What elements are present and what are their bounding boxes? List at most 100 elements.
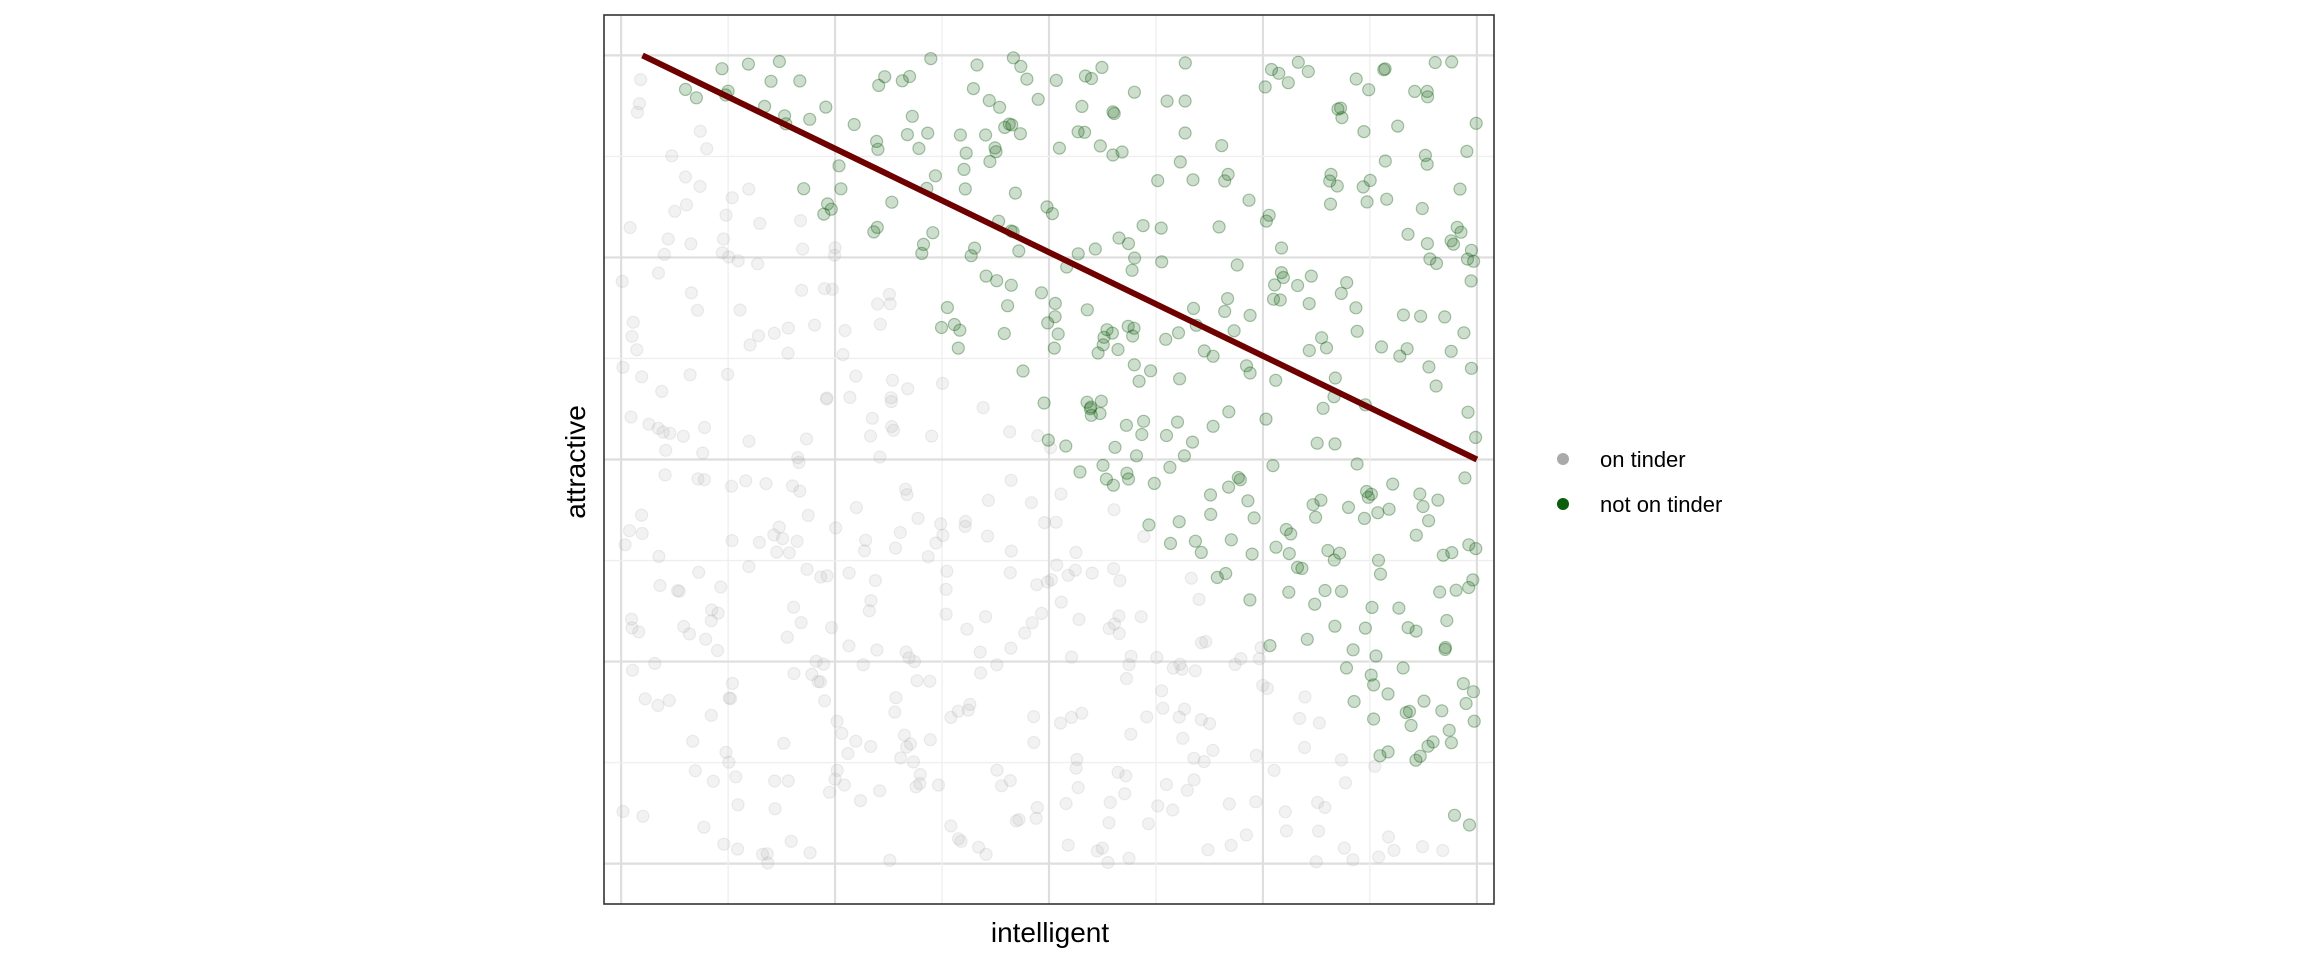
point-not-on-tinder (1464, 361, 1479, 375)
point-not-on-tinder (1051, 327, 1065, 341)
legend-key-not-on-tinder (1557, 498, 1569, 510)
point-on-tinder (780, 630, 794, 644)
point-not-on-tinder (1220, 292, 1235, 306)
point-not-on-tinder (1446, 237, 1461, 251)
point-on-tinder (944, 819, 958, 833)
point-not-on-tinder (1127, 85, 1142, 99)
point-on-tinder (653, 578, 667, 593)
point-on-tinder (1040, 575, 1055, 589)
point-on-tinder (954, 834, 968, 848)
point-not-on-tinder (1357, 125, 1371, 139)
point-on-tinder (634, 508, 649, 522)
point-not-on-tinder (847, 117, 861, 132)
point-on-tinder (865, 411, 880, 425)
point-not-on-tinder (1172, 372, 1187, 386)
point-not-on-tinder (1269, 373, 1283, 387)
point-on-tinder (655, 384, 669, 398)
point-not-on-tinder (990, 274, 1004, 288)
point-on-tinder (1150, 650, 1164, 665)
point-on-tinder (934, 517, 948, 531)
point-on-tinder (1184, 571, 1198, 585)
point-on-tinder (1234, 651, 1248, 666)
point-on-tinder (829, 521, 843, 535)
point-on-tinder (849, 734, 863, 748)
point-on-tinder (1318, 800, 1332, 815)
point-on-tinder (936, 528, 950, 543)
point-on-tinder (1106, 561, 1121, 576)
points-not-on-tinder (678, 51, 1483, 832)
point-on-tinder (820, 391, 834, 405)
point-not-on-tinder (1330, 179, 1344, 193)
point-not-on-tinder (1108, 440, 1122, 454)
point-not-on-tinder (1013, 127, 1028, 141)
point-not-on-tinder (1094, 394, 1108, 408)
point-on-tinder (1312, 716, 1327, 730)
point-on-tinder (1256, 678, 1270, 693)
point-on-tinder (835, 726, 849, 741)
point-on-tinder (1070, 752, 1084, 767)
point-not-on-tinder (1186, 173, 1200, 187)
point-not-on-tinder (1077, 125, 1092, 139)
point-not-on-tinder (1467, 714, 1481, 728)
point-not-on-tinder (1273, 293, 1287, 307)
point-on-tinder (872, 784, 887, 798)
point-on-tinder (690, 303, 705, 317)
point-on-tinder (856, 658, 870, 672)
point-on-tinder (1003, 425, 1017, 439)
point-on-tinder (761, 856, 775, 870)
point-not-on-tinder (1215, 139, 1229, 153)
point-not-on-tinder (1341, 500, 1356, 514)
point-on-tinder (929, 536, 943, 550)
point-not-on-tinder (1020, 72, 1034, 86)
point-not-on-tinder (1381, 745, 1395, 759)
point-not-on-tinder (1073, 465, 1087, 479)
point-on-tinder (1090, 844, 1104, 858)
point-not-on-tinder (1186, 301, 1201, 315)
point-on-tinder (1260, 681, 1275, 696)
point-not-on-tinder (878, 70, 892, 84)
point-on-tinder (907, 654, 922, 669)
point-on-tinder (1075, 706, 1089, 720)
point-not-on-tinder (872, 78, 886, 93)
point-on-tinder (1064, 710, 1079, 725)
point-on-tinder (743, 338, 757, 352)
point-on-tinder (828, 772, 842, 786)
point-on-tinder (725, 191, 739, 205)
point-on-tinder (729, 770, 743, 784)
point-not-on-tinder (1350, 324, 1364, 338)
point-not-on-tinder (1364, 668, 1378, 682)
point-on-tinder (742, 182, 756, 196)
point-not-on-tinder (1335, 110, 1349, 125)
point-on-tinder (1068, 563, 1082, 577)
point-not-on-tinder (1381, 687, 1395, 701)
point-not-on-tinder (1221, 167, 1235, 181)
point-not-on-tinder (1462, 538, 1476, 552)
point-not-on-tinder (1457, 326, 1471, 340)
point-on-tinder (651, 698, 665, 713)
point-not-on-tinder (1147, 476, 1161, 490)
y-axis-title: attractive (560, 405, 591, 519)
point-on-tinder (976, 401, 990, 415)
point-on-tinder (1140, 710, 1154, 724)
point-not-on-tinder (1462, 818, 1477, 832)
point-not-on-tinder (978, 128, 993, 142)
point-not-on-tinder (834, 182, 848, 196)
point-on-tinder (898, 482, 913, 496)
point-on-tinder (1018, 626, 1032, 640)
point-not-on-tinder (953, 128, 968, 142)
x-axis-title: intelligent (991, 917, 1110, 948)
point-on-tinder (1159, 777, 1174, 792)
point-on-tinder (1071, 780, 1085, 795)
point-on-tinder (960, 622, 974, 636)
point-on-tinder (767, 326, 781, 340)
point-on-tinder (1172, 710, 1186, 724)
point-on-tinder (700, 142, 714, 156)
point-not-on-tinder (1404, 718, 1418, 733)
point-not-on-tinder (1040, 200, 1054, 214)
point-not-on-tinder (1332, 546, 1347, 560)
point-on-tinder (683, 368, 697, 382)
point-not-on-tinder (1445, 55, 1459, 69)
point-on-tinder (830, 763, 844, 778)
point-on-tinder (1156, 701, 1170, 715)
point-on-tinder (1278, 805, 1292, 819)
